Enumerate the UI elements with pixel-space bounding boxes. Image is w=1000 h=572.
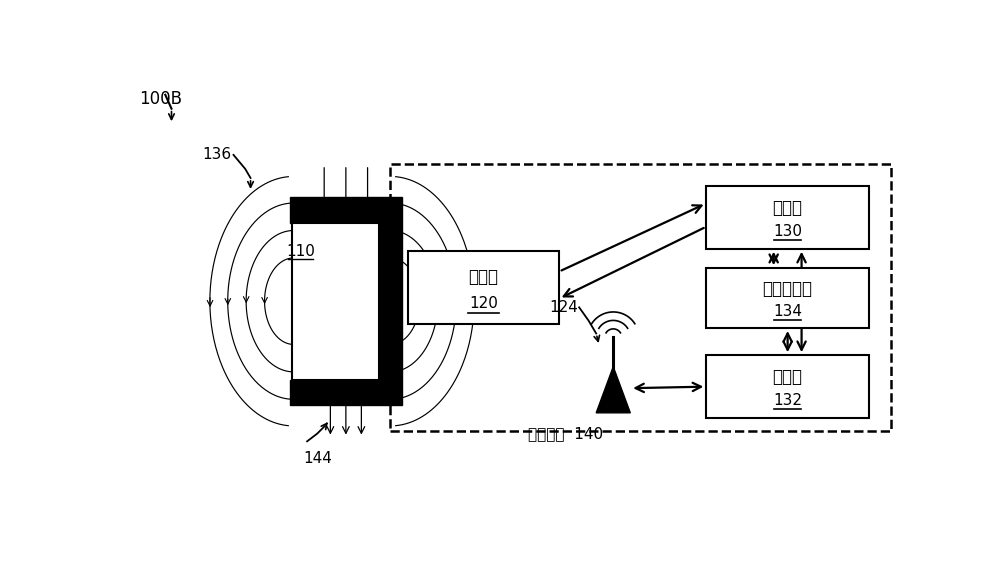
Text: 磁力计: 磁力计 <box>468 268 498 286</box>
Text: 处理器: 处理器 <box>773 199 803 217</box>
Text: 100B: 100B <box>139 90 182 108</box>
Text: 144: 144 <box>303 451 332 466</box>
Bar <box>706 355 869 418</box>
Text: 132: 132 <box>773 393 802 408</box>
Bar <box>290 197 402 223</box>
Text: 134: 134 <box>773 304 802 319</box>
Bar <box>706 186 869 249</box>
Bar <box>292 223 379 380</box>
Polygon shape <box>596 367 630 413</box>
Bar <box>379 223 402 380</box>
Bar <box>290 380 402 405</box>
Text: 124: 124 <box>550 300 579 315</box>
Text: 120: 120 <box>469 296 498 311</box>
Text: 数据储存体: 数据储存体 <box>763 280 813 298</box>
Text: 110: 110 <box>286 244 315 259</box>
Text: 130: 130 <box>773 224 802 239</box>
Bar <box>390 164 891 431</box>
Text: 移动装置  140: 移动装置 140 <box>528 426 603 441</box>
Text: 通信块: 通信块 <box>773 368 803 386</box>
Bar <box>706 268 869 328</box>
Text: 136: 136 <box>202 148 232 162</box>
Bar <box>408 251 559 324</box>
